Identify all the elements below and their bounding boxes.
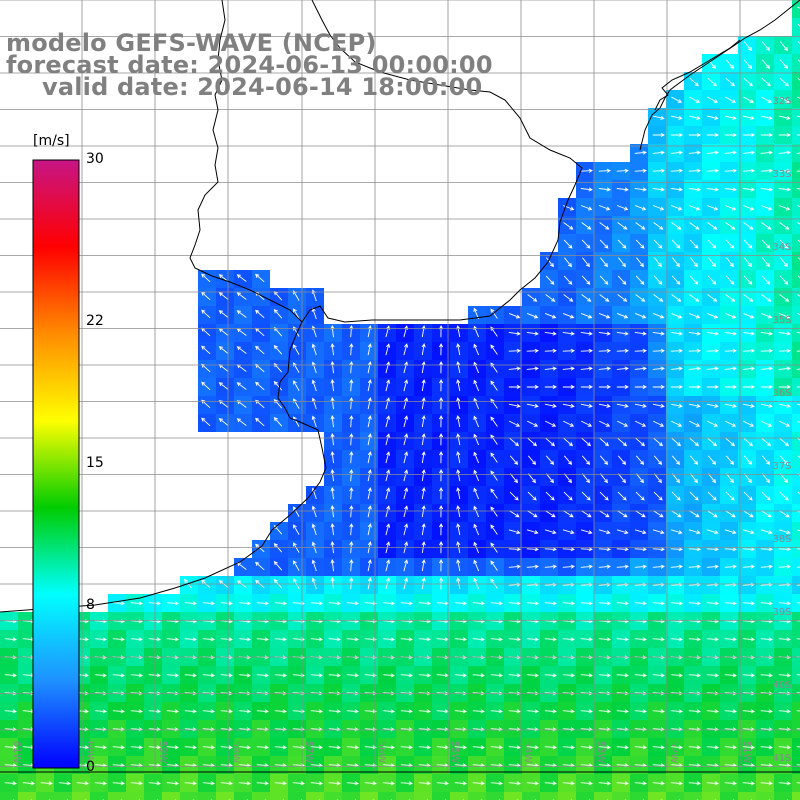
latitude-label: 39S (772, 607, 791, 618)
latitude-label: 33S (772, 169, 791, 180)
valid-date: valid date: 2024-06-14 18:00:00 (42, 73, 483, 101)
latitude-label: 36S (772, 388, 791, 399)
colorbar-tick-label: 30 (86, 151, 104, 167)
colorbar-tick-label: 22 (86, 313, 104, 330)
coastline (0, 0, 583, 613)
latitude-label: 40S (772, 680, 791, 691)
latitude-label: 35S (772, 315, 791, 326)
longitude-label: 55W (449, 741, 460, 764)
latitude-labels: 32S 33S 34S 35S 36S 37S 38S 39S 40S 41S (772, 96, 791, 764)
longitude-label: 59W (157, 741, 168, 764)
latitude-label: 38S (772, 534, 791, 545)
latitude-label: 32S (772, 96, 791, 107)
longitude-label: 56W (376, 741, 387, 764)
latitude-label: 37S (772, 461, 791, 472)
longitude-label: 58W (230, 741, 241, 764)
longitude-labels: 61W 60W 59W 58W 57W 56W 55W 54W 53W 52W 51W (11, 741, 752, 764)
lat-lon-grid (0, 0, 800, 773)
colorbar-tick-label: 15 (86, 455, 104, 471)
longitude-label: 57W (303, 741, 314, 764)
colorbar-unit: [m/s] (33, 133, 70, 149)
longitude-label: 51W (741, 741, 752, 764)
coastline-river-plate (189, 0, 303, 323)
colorbar-tick-label: 8 (86, 596, 95, 613)
colorbar-gradient (32, 159, 80, 769)
longitude-label: 61W (11, 741, 22, 764)
latitude-label: 41S (772, 753, 791, 764)
longitude-label: 54W (522, 741, 533, 764)
coastline-lagoon (654, 39, 741, 111)
coastline-brazil (639, 0, 800, 151)
model-title: modelo GEFS-WAVE (NCEP) (6, 29, 377, 57)
colorbar-tick-label: 0 (86, 759, 95, 775)
longitude-label: 60W (84, 741, 95, 764)
longitude-label: 53W (595, 741, 606, 764)
longitude-label: 52W (668, 741, 679, 764)
colorbar (32, 159, 80, 769)
latitude-label: 34S (772, 242, 791, 253)
forecast-date: forecast date: 2024-06-13 00:00:00 (6, 51, 493, 79)
